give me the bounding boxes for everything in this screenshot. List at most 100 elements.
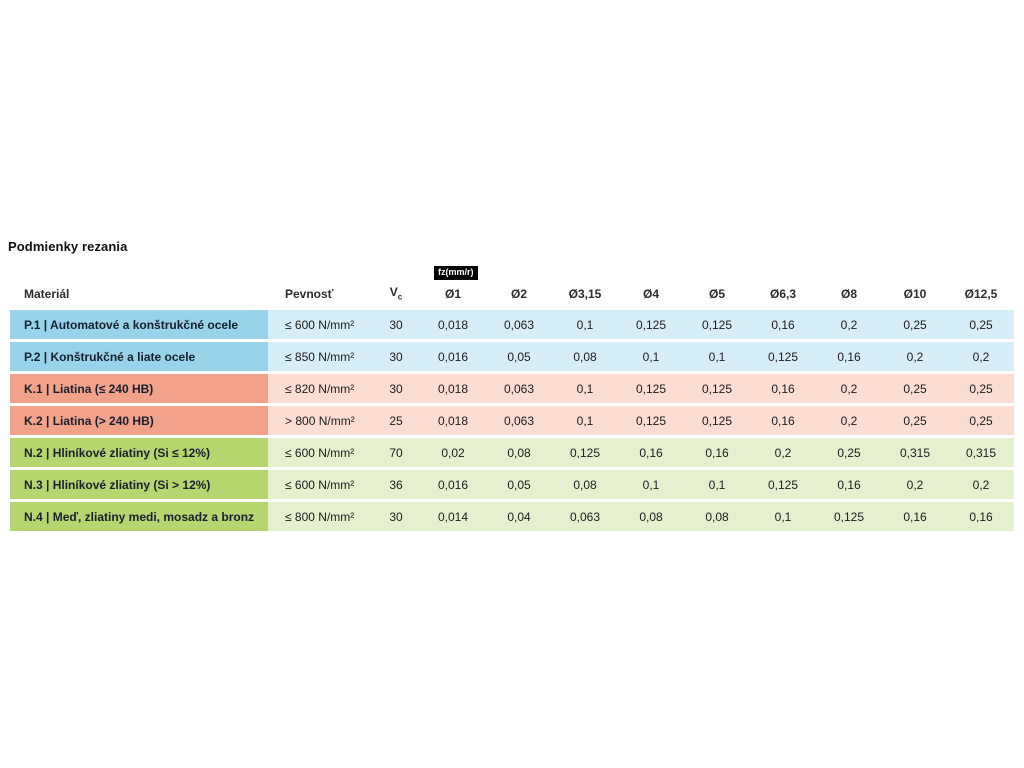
fz-value-cell: 0,125: [767, 477, 799, 492]
fz-value-cell: 0,16: [771, 317, 795, 332]
fz-value-cell: 0,063: [503, 413, 535, 428]
fz-value-cell: 0,05: [507, 349, 531, 364]
fz-value-cell: 0,08: [507, 445, 531, 460]
fz-value-cell: 0,1: [576, 413, 594, 428]
fz-value-cell: 0,125: [635, 317, 667, 332]
fz-value-cell: 0,016: [437, 477, 469, 492]
strength-cell: ≤ 600 N/mm²: [285, 477, 355, 492]
header-diameter-5: Ø5: [708, 287, 725, 301]
fz-value-cell: 0,08: [705, 509, 729, 524]
table-row: K.1 | Liatina (≤ 240 HB) ≤ 820 N/mm² 30 0,0…: [10, 374, 1014, 403]
fz-value-cell: 0,125: [635, 413, 667, 428]
fz-value-cell: 0,08: [639, 509, 663, 524]
header-strength: Pevnosť: [285, 287, 334, 301]
header-cutting-speed: Vc: [372, 285, 420, 301]
header-diameter-8: Ø10: [903, 287, 927, 301]
fz-value-cell: 0,25: [903, 413, 927, 428]
fz-value-cell: 0,125: [767, 349, 799, 364]
fz-value-cell: 0,063: [503, 317, 535, 332]
table-body: P.1 | Automatové a konštrukčné ocele ≤ 60…: [10, 310, 1014, 531]
fz-value-cell: 0,1: [708, 349, 726, 364]
fz-value-cell: 0,125: [701, 317, 733, 332]
table-row: K.2 | Liatina (> 240 HB) > 800 N/mm² 25 0,0…: [10, 406, 1014, 435]
vc-subscript: c: [397, 292, 403, 301]
fz-value-cell: 0,08: [573, 477, 597, 492]
fz-value-cell: 0,16: [903, 509, 927, 524]
fz-value-cell: 0,2: [840, 317, 858, 332]
strength-cell: ≤ 600 N/mm²: [285, 445, 355, 460]
fz-value-cell: 0,16: [969, 509, 993, 524]
fz-value-cell: 0,25: [903, 317, 927, 332]
fz-value-cell: 0,2: [774, 445, 792, 460]
table-row: P.2 | Konštrukčné a liate ocele ≤ 850 N/m…: [10, 342, 1014, 371]
fz-value-cell: 0,16: [771, 413, 795, 428]
fz-value-cell: 0,25: [969, 381, 993, 396]
fz-value-cell: 0,2: [906, 349, 924, 364]
fz-value-cell: 0,1: [576, 381, 594, 396]
fz-value-cell: 0,16: [639, 445, 663, 460]
page-title: Podmienky rezania: [8, 239, 128, 254]
fz-value-cell: 0,16: [837, 477, 861, 492]
strength-cell: ≤ 800 N/mm²: [285, 509, 355, 524]
header-diameter-6: Ø6,3: [769, 287, 796, 301]
fz-value-cell: 0,125: [833, 509, 865, 524]
fz-value-cell: 0,014: [437, 509, 469, 524]
cutting-speed-cell: 30: [389, 509, 403, 524]
fz-value-cell: 0,063: [569, 509, 601, 524]
fz-value-cell: 0,016: [437, 349, 469, 364]
fz-value-cell: 0,1: [708, 477, 726, 492]
cutting-speed-cell: 30: [389, 317, 403, 332]
fz-value-cell: 0,25: [969, 413, 993, 428]
fz-value-cell: 0,2: [840, 413, 858, 428]
header-diameter-3: Ø3,15: [568, 287, 602, 301]
header-diameter-2: Ø2: [510, 287, 527, 301]
fz-value-cell: 0,018: [437, 413, 469, 428]
material-cell: K.2 | Liatina (> 240 HB): [10, 406, 268, 435]
cutting-conditions-table: Materiál Pevnosť Vc fz(mm/r) Ø1 Ø2 Ø3,15 Ø4…: [10, 266, 1014, 531]
fz-value-cell: 0,25: [903, 381, 927, 396]
table-row: N.3 | Hliníkové zliatiny (Si > 12%) ≤ 600…: [10, 470, 1014, 499]
material-cell: N.3 | Hliníkové zliatiny (Si > 12%): [10, 470, 268, 499]
header-diameter-9: Ø12,5: [964, 287, 998, 301]
fz-unit-badge: fz(mm/r): [434, 266, 478, 280]
fz-value-cell: 0,2: [906, 477, 924, 492]
fz-value-cell: 0,315: [899, 445, 931, 460]
table-row: P.1 | Automatové a konštrukčné ocele ≤ 60…: [10, 310, 1014, 339]
strength-cell: ≤ 850 N/mm²: [285, 349, 355, 364]
fz-value-cell: 0,16: [837, 349, 861, 364]
header-material: Materiál: [24, 287, 70, 301]
fz-value-cell: 0,125: [635, 381, 667, 396]
fz-value-cell: 0,16: [705, 445, 729, 460]
fz-value-cell: 0,1: [774, 509, 792, 524]
fz-value-cell: 0,018: [437, 317, 469, 332]
header-diameter-1: Ø1: [444, 287, 461, 301]
material-cell: P.2 | Konštrukčné a liate ocele: [10, 342, 268, 371]
fz-value-cell: 0,25: [837, 445, 861, 460]
fz-value-cell: 0,2: [972, 477, 990, 492]
material-cell: N.2 | Hliníkové zliatiny (Si ≤ 12%): [10, 438, 268, 467]
strength-cell: ≤ 820 N/mm²: [285, 381, 355, 396]
vc-label: V: [389, 284, 398, 299]
cutting-speed-cell: 30: [389, 381, 403, 396]
strength-cell: > 800 N/mm²: [285, 413, 355, 428]
material-cell: P.1 | Automatové a konštrukčné ocele: [10, 310, 268, 339]
fz-value-cell: 0,2: [840, 381, 858, 396]
header-diameter-7: Ø8: [840, 287, 857, 301]
fz-value-cell: 0,125: [701, 381, 733, 396]
fz-value-cell: 0,2: [972, 349, 990, 364]
fz-value-cell: 0,125: [569, 445, 601, 460]
material-cell: K.1 | Liatina (≤ 240 HB): [10, 374, 268, 403]
fz-value-cell: 0,1: [642, 477, 660, 492]
table-row: N.2 | Hliníkové zliatiny (Si ≤ 12%) ≤ 600…: [10, 438, 1014, 467]
strength-cell: ≤ 600 N/mm²: [285, 317, 355, 332]
fz-value-cell: 0,315: [965, 445, 997, 460]
cutting-speed-cell: 25: [389, 413, 403, 428]
fz-value-cell: 0,05: [507, 477, 531, 492]
fz-value-cell: 0,16: [771, 381, 795, 396]
header-diameter-4: Ø4: [642, 287, 659, 301]
fz-value-cell: 0,25: [969, 317, 993, 332]
fz-value-cell: 0,08: [573, 349, 597, 364]
fz-value-cell: 0,1: [576, 317, 594, 332]
table-row: N.4 | Meď, zliatiny medi, mosadz a bronz…: [10, 502, 1014, 531]
cutting-speed-cell: 36: [389, 477, 403, 492]
